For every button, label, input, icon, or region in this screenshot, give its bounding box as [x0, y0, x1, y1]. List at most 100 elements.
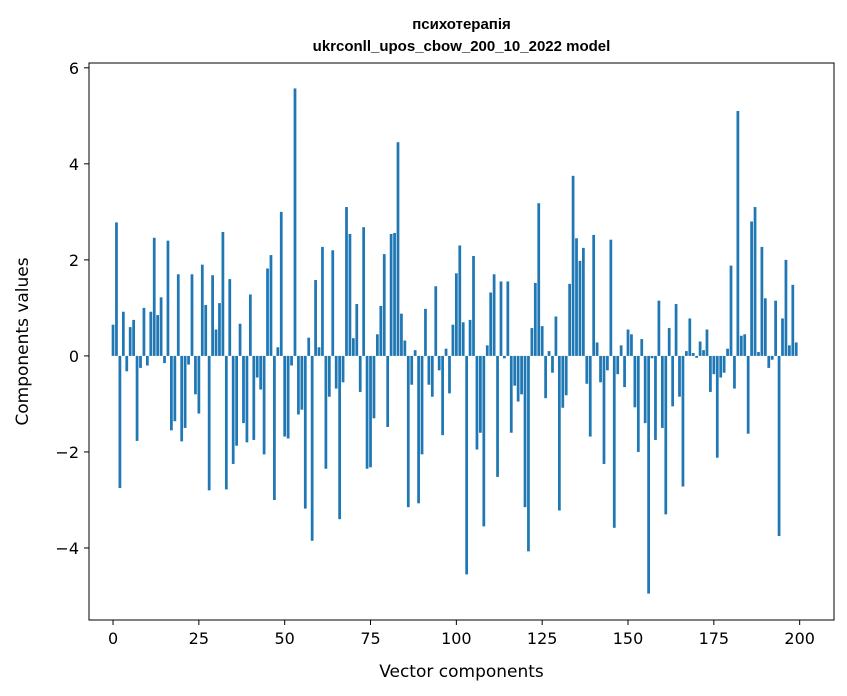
bar	[712, 355, 716, 375]
bar	[743, 334, 747, 356]
y-axis-label: Components values	[13, 257, 33, 425]
bar	[170, 355, 173, 431]
bar	[616, 355, 620, 375]
bar	[365, 355, 369, 469]
bar	[348, 233, 352, 356]
bar	[303, 355, 307, 509]
bar	[245, 355, 249, 443]
bar	[248, 294, 252, 356]
bar	[660, 355, 664, 428]
bar	[424, 308, 427, 356]
bar	[664, 355, 668, 515]
bar	[379, 305, 383, 356]
y-tick-label: 0	[69, 347, 79, 366]
bar	[575, 238, 578, 356]
bar	[207, 355, 211, 491]
bar	[400, 313, 403, 356]
bar	[626, 329, 630, 356]
bar	[386, 355, 390, 427]
bar	[650, 355, 654, 359]
bar	[118, 355, 122, 488]
bar	[180, 355, 184, 442]
y-axis-ticks: −4 −2 0 2 4 6	[55, 59, 89, 558]
bar	[784, 259, 788, 356]
bar	[142, 307, 146, 356]
bar	[506, 281, 510, 356]
bar	[788, 345, 791, 356]
bar	[310, 355, 314, 541]
bar	[739, 335, 743, 356]
bar	[496, 355, 499, 477]
bar	[685, 351, 688, 356]
bar	[733, 355, 736, 389]
bar	[297, 355, 300, 415]
bar	[715, 355, 719, 458]
bar	[163, 355, 166, 364]
bar	[722, 355, 726, 373]
bar	[139, 355, 142, 368]
bar	[159, 297, 163, 356]
bar	[430, 355, 434, 397]
plot-frame	[88, 62, 835, 621]
bar	[516, 355, 520, 402]
x-tick-label: 50	[275, 629, 295, 648]
bar	[760, 246, 764, 356]
bar	[273, 355, 276, 500]
bar	[540, 326, 544, 356]
bar	[533, 282, 537, 356]
chart-title: психотерапія	[412, 16, 511, 33]
bar	[382, 254, 386, 356]
bar	[187, 355, 190, 365]
bar	[619, 345, 623, 356]
bar	[204, 305, 208, 356]
bar	[671, 355, 675, 407]
bars-group	[111, 88, 798, 594]
bar	[465, 355, 469, 575]
bar	[355, 304, 359, 356]
bar	[630, 334, 633, 356]
bar	[588, 355, 592, 437]
bar	[606, 355, 609, 371]
bar	[448, 355, 451, 394]
bar	[602, 355, 606, 464]
bar	[527, 355, 530, 552]
bar	[111, 324, 115, 356]
bar	[152, 237, 156, 356]
bar	[698, 341, 702, 356]
bar	[623, 355, 626, 388]
bar	[324, 355, 328, 469]
bar	[128, 327, 132, 356]
x-tick-label: 200	[784, 629, 815, 648]
bar	[132, 319, 136, 356]
bar	[327, 355, 331, 397]
bar	[200, 264, 204, 356]
bar	[564, 355, 568, 396]
bar	[485, 345, 489, 356]
x-tick-label: 0	[108, 629, 118, 648]
bar	[231, 355, 235, 464]
bar	[269, 255, 273, 356]
bar	[705, 329, 709, 356]
bar	[228, 279, 232, 356]
bar	[266, 268, 269, 356]
bar	[636, 355, 640, 452]
bar	[345, 207, 348, 356]
bar	[468, 319, 472, 356]
bar	[300, 355, 304, 410]
bar	[221, 232, 225, 356]
bar	[753, 207, 757, 356]
bar	[183, 355, 187, 428]
bar	[688, 318, 692, 356]
bar	[317, 347, 321, 356]
bar	[358, 355, 362, 392]
bar	[767, 355, 771, 368]
bar	[115, 222, 118, 356]
x-tick-label: 125	[527, 629, 558, 648]
bar	[166, 240, 170, 356]
bar	[489, 292, 493, 356]
bar	[149, 311, 153, 356]
bar	[770, 355, 774, 360]
y-tick-label: 6	[69, 59, 79, 78]
bar	[757, 352, 760, 356]
bar	[194, 355, 197, 395]
